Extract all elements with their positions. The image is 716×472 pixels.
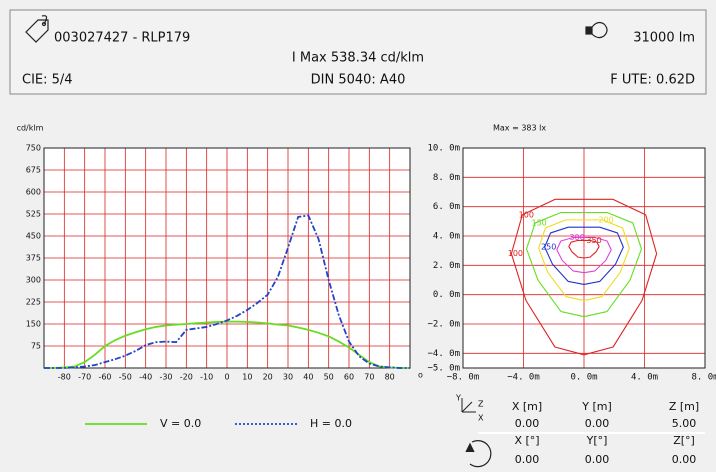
x-tick-label: -40: [139, 373, 152, 382]
contour-label: 200: [599, 215, 614, 224]
table-cell: 0.00: [585, 453, 610, 466]
contour-line: [544, 226, 624, 285]
x-tick-label: 10: [242, 373, 252, 382]
y-tick-label: 0. 0m: [433, 290, 460, 300]
imax: I Max 538.34 cd/klm: [292, 51, 424, 66]
legend-label: H = 0.0: [310, 417, 352, 430]
table-cell: 0.00: [515, 417, 540, 430]
y-tick-label: −2. 0m: [427, 320, 460, 330]
series-line: [44, 320, 410, 369]
rotation-icon: [465, 440, 492, 468]
contour-line: [556, 236, 612, 274]
x-tick-label: 50: [324, 373, 334, 382]
x-tick-label: -20: [180, 373, 193, 382]
table-cell: Y [m]: [581, 400, 612, 413]
x-tick-label: 70: [364, 373, 374, 382]
axis-icon-label: X: [478, 414, 484, 423]
x-tick-label: 80: [385, 373, 395, 382]
y-tick-label: 150: [26, 320, 41, 329]
table-cell: 0.00: [585, 417, 610, 430]
table-cell: X [m]: [512, 400, 542, 413]
axes-icon: [461, 398, 476, 413]
y-tick-label: 75: [31, 342, 41, 351]
table-cell: X [°]: [514, 434, 539, 447]
x-tick-label: -30: [159, 373, 172, 382]
y-tick-label: 4. 0m: [433, 232, 460, 242]
y-tick-label: 450: [26, 232, 41, 241]
x-tick-label: -60: [98, 373, 111, 382]
plot-frame: [462, 147, 706, 369]
x-tick-label: -70: [78, 373, 91, 382]
contour-line: [525, 211, 643, 318]
lamp-icon: [585, 21, 608, 39]
table-cell: 0.00: [515, 453, 540, 466]
chart-title: Max = 383 lx: [493, 124, 546, 133]
y-axis-label: cd/klm: [17, 124, 44, 133]
y-tick-label: 525: [26, 210, 41, 219]
x-tick-label: −8. 0m: [447, 373, 480, 383]
x-tick-label: -80: [58, 373, 71, 382]
y-tick-label: 600: [26, 188, 41, 197]
contour-label: 250: [541, 243, 556, 252]
x-tick-label: 4. 0m: [631, 373, 658, 383]
table-cell: Z [m]: [669, 400, 699, 413]
table-cell: Z[°]: [673, 434, 695, 447]
y-tick-label: 675: [26, 166, 41, 175]
reference: 003027427 - RLP179: [54, 31, 190, 46]
contour-line: [568, 239, 600, 259]
ute: F UTE: 0.62D: [610, 73, 695, 88]
legend-label: V = 0.0: [160, 417, 201, 430]
x-tick-label: 0. 0m: [570, 373, 597, 383]
y-tick-label: 225: [26, 298, 41, 307]
x-tick-label: 8. 0m: [691, 373, 716, 383]
x-tick-label: -50: [119, 373, 132, 382]
y-tick-label: 300: [26, 276, 41, 285]
y-tick-label: 8. 0m: [433, 173, 460, 183]
series-line: [44, 214, 410, 369]
x-tick-label: -10: [200, 373, 213, 382]
contour-label: 100: [508, 249, 523, 258]
y-tick-label: 750: [26, 144, 41, 153]
y-tick-label: −4. 0m: [427, 349, 460, 359]
x-tick-label: 20: [263, 373, 273, 382]
x-tick-label: 60: [344, 373, 354, 382]
contour-line: [510, 198, 658, 356]
din: DIN 5040: A40: [311, 73, 406, 88]
y-tick-label: 10. 0m: [427, 144, 460, 154]
plot-frame: [43, 147, 411, 369]
table-cell: 5.00: [672, 417, 697, 430]
x-axis-label: o: [418, 371, 423, 380]
contour-label: 350: [586, 236, 601, 245]
y-tick-label: 375: [26, 254, 41, 263]
contour-label: 150: [532, 218, 547, 227]
flux: 31000 lm: [633, 31, 695, 46]
y-tick-label: 2. 0m: [433, 261, 460, 271]
contour-label: 100: [519, 210, 534, 219]
table-cell: Y[°]: [586, 434, 608, 447]
axis-icon-label: Y: [455, 394, 461, 403]
x-tick-label: 40: [303, 373, 313, 382]
y-tick-label: −5. 0m: [427, 364, 460, 374]
table-cell: 0.00: [672, 453, 697, 466]
cie: CIE: 5/4: [22, 73, 73, 88]
x-tick-label: 0: [224, 373, 229, 382]
x-tick-label: −4. 0m: [507, 373, 540, 383]
contour-label: 300: [569, 233, 584, 242]
header-box: [9, 9, 707, 95]
contour-line: [538, 219, 630, 302]
axis-icon-label: Z: [478, 400, 484, 409]
y-tick-label: 6. 0m: [433, 202, 460, 212]
x-tick-label: 30: [283, 373, 293, 382]
tag-icon: [25, 15, 49, 43]
